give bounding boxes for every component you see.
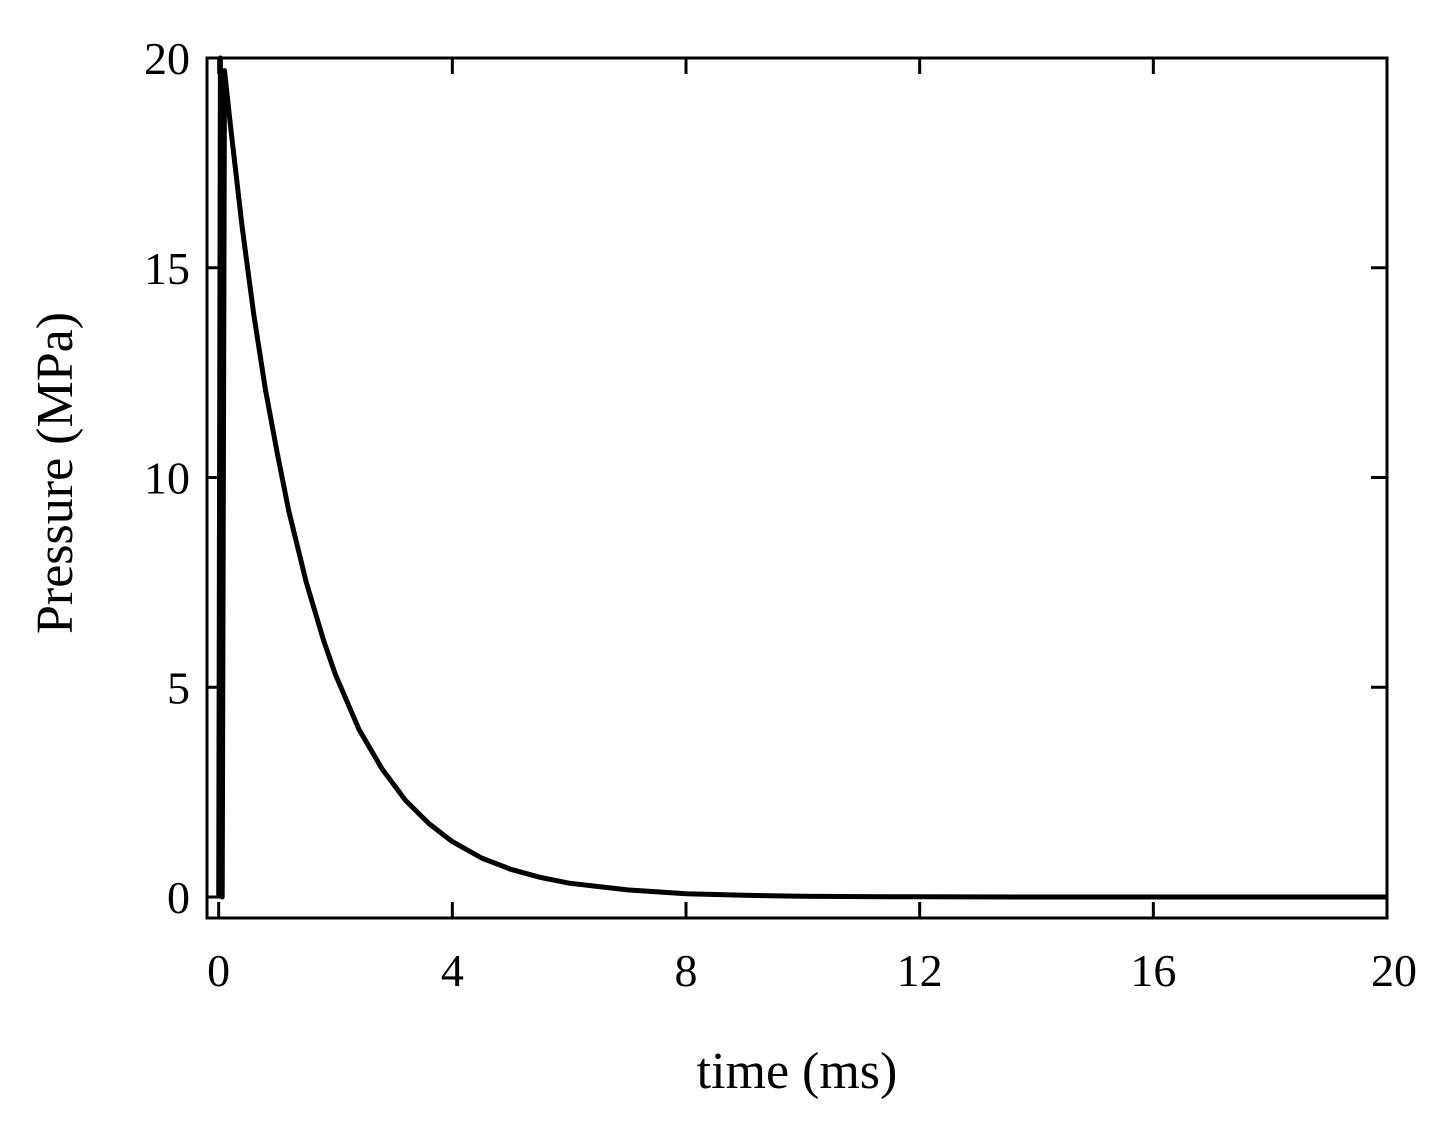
y-tick-label: 5	[167, 662, 190, 713]
x-tick-label: 20	[1371, 945, 1417, 996]
y-tick-label: 15	[144, 243, 190, 294]
x-axis-title: time (ms)	[697, 1043, 898, 1100]
y-tick-label: 20	[144, 33, 190, 84]
x-tick-label: 0	[207, 945, 230, 996]
y-tick-label: 10	[144, 453, 190, 504]
x-tick-label: 8	[675, 945, 698, 996]
pressure-series-line	[216, 55, 1387, 900]
x-tick-label: 12	[897, 945, 943, 996]
plot-area	[216, 55, 1387, 900]
x-tick-labels: 0 4 8 12 16 20	[207, 945, 1417, 996]
x-tick-label: 16	[1130, 945, 1176, 996]
plot-frame	[205, 56, 1389, 920]
axis-ticks	[207, 56, 1389, 918]
y-tick-label: 0	[167, 872, 190, 923]
x-tick-label: 4	[441, 945, 464, 996]
y-tick-labels: 0 5 10 15 20	[144, 33, 190, 923]
y-axis-title: Pressure (MPa)	[27, 312, 84, 634]
